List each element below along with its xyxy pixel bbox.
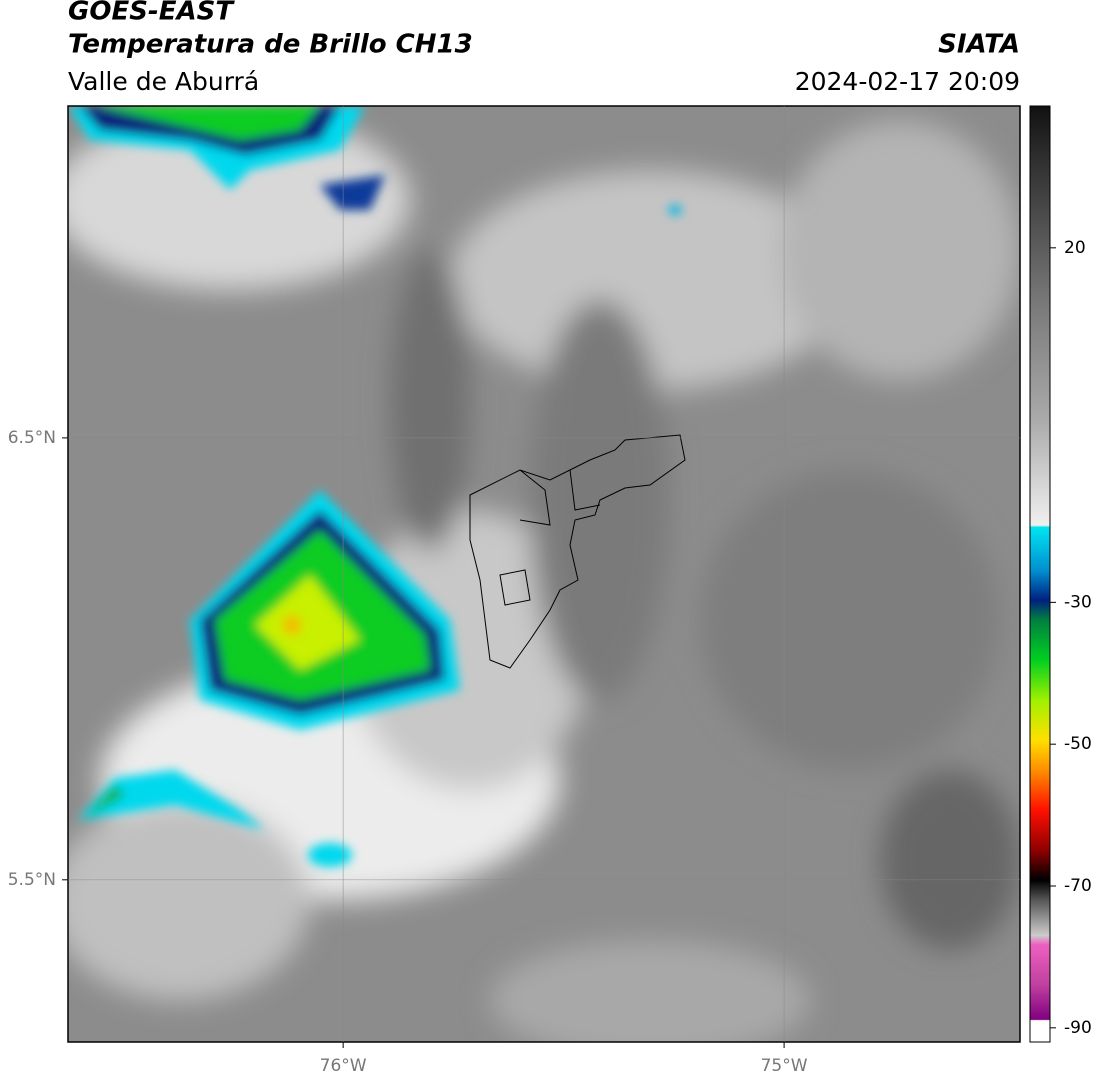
colorbar-tick-label: -90 [1064,1018,1092,1038]
colorbar-tick-label: -70 [1064,876,1092,896]
timestamp: 2024-02-17 20:09 [795,67,1020,96]
satellite-image [68,106,1020,1042]
lon-tick-label: 76°W [320,1056,367,1076]
colorbar [1029,105,1051,1043]
colorbar-tick-label: -30 [1064,592,1092,612]
source: SIATA [938,30,1020,60]
lon-tick-label: 75°W [761,1056,808,1076]
title: GOES-EAST [68,0,235,27]
map-frame [67,105,1021,1043]
lat-tick-label: 5.5°N [8,870,56,890]
colorbar-tick-label: -50 [1064,734,1092,754]
region: Valle de Aburrá [68,67,259,96]
colorbar-tick-label: 20 [1064,238,1086,258]
subtitle: Temperatura de Brillo CH13 [68,30,473,60]
lat-tick-label: 6.5°N [8,428,56,448]
